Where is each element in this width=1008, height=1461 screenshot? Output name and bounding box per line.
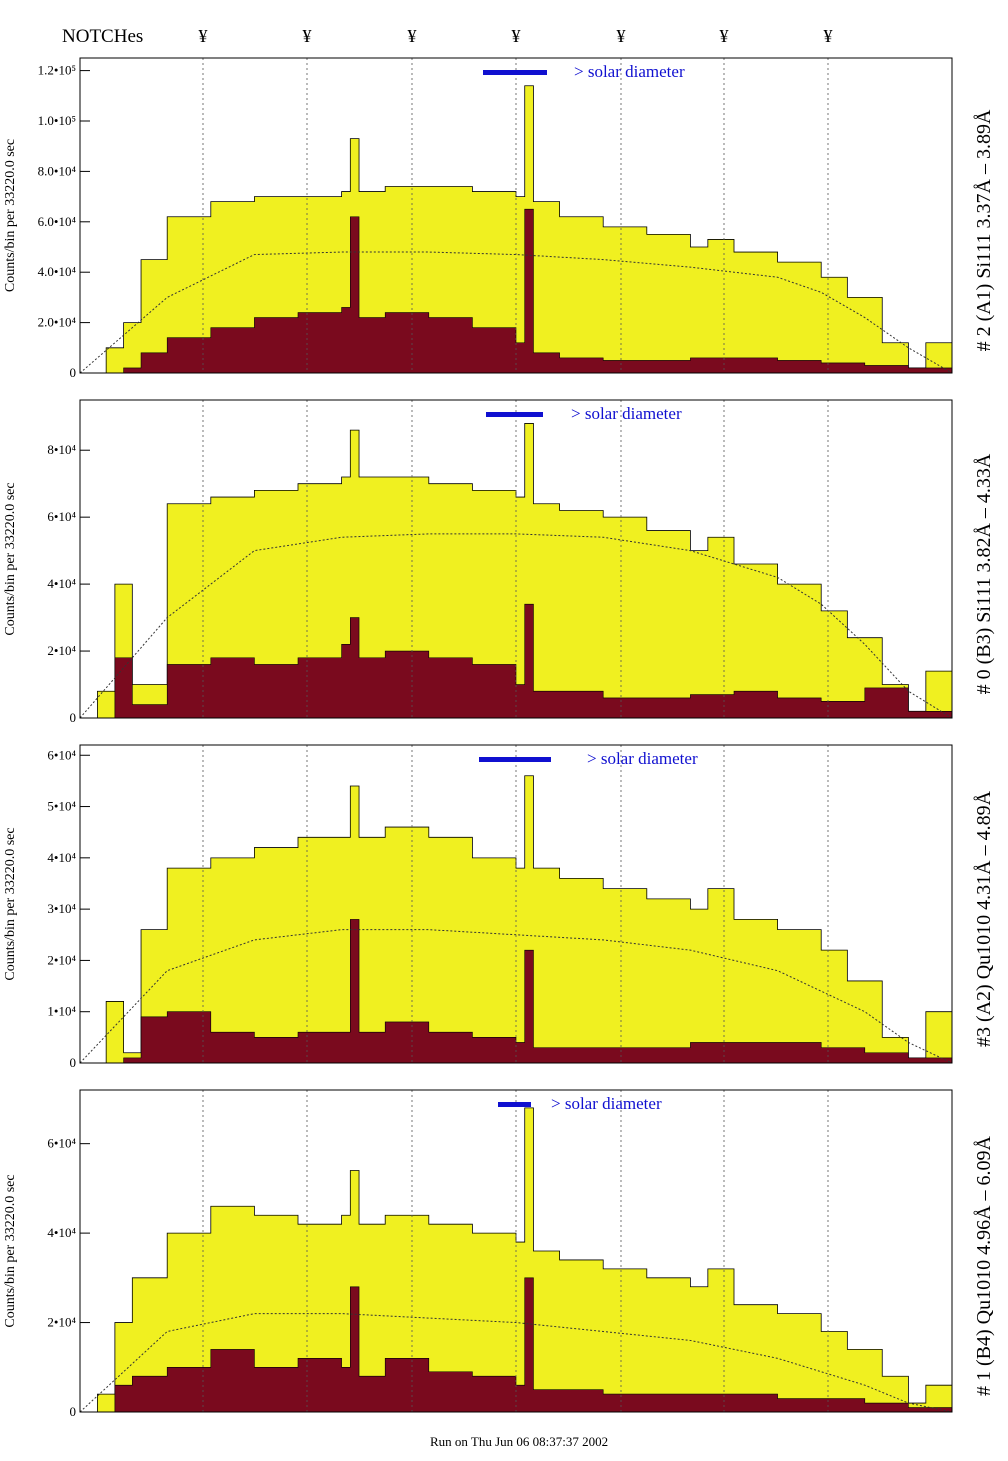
solar-diameter-label: > solar diameter	[587, 749, 698, 768]
solar-diameter-bar	[498, 1102, 531, 1107]
y-tick-label: 2•10⁴	[47, 952, 76, 967]
panel: 0 2•10⁴ 4•10⁴ 6•10⁴ Counts/bin per 33220.0 s…	[3, 1089, 995, 1419]
y-axis-label: Counts/bin per 33220.0 sec	[3, 139, 18, 292]
y-tick-label: 4•10⁴	[47, 850, 76, 865]
notch-symbol: ¥	[408, 26, 417, 46]
panel-label: # 0 (B3) Si111 3.82Å – 4.33Å	[973, 453, 995, 694]
y-tick-label: 8.0•10⁴	[38, 163, 77, 178]
total-spectrum-area	[80, 1107, 953, 1413]
notch-symbol: ¥	[199, 26, 208, 46]
panel: 0 2.0•10⁴ 4.0•10⁴ 6.0•10⁴ 8.0•10⁴ 1.0•10⁵ 1.2•…	[3, 57, 995, 380]
solar-diameter-bar	[486, 412, 543, 417]
plot-frame	[79, 1089, 953, 1413]
counts-spectrum-area	[80, 919, 953, 1064]
model-curve	[79, 1313, 953, 1413]
y-tick-label: 3•10⁴	[47, 901, 76, 916]
counts-spectrum-area	[80, 1277, 953, 1413]
y-tick-label: 8•10⁴	[47, 442, 76, 457]
notch-symbol: ¥	[617, 26, 626, 46]
y-tick-label: 6•10⁴	[47, 1136, 76, 1151]
counts-spectrum-area	[80, 603, 953, 719]
solar-diameter-label: > solar diameter	[574, 62, 685, 81]
run-timestamp: Run on Thu Jun 06 08:37:37 2002	[430, 1434, 608, 1449]
y-tick-label: 2.0•10⁴	[38, 315, 77, 330]
y-axis-label: Counts/bin per 33220.0 sec	[3, 827, 18, 980]
panel-label: #3 (A2) Qu1010 4.31Å – 4.89Å	[973, 790, 995, 1047]
y-tick-label: 4•10⁴	[47, 576, 76, 591]
y-tick-label: 0	[70, 1404, 77, 1419]
solar-diameter-label: > solar diameter	[571, 404, 682, 423]
notch-symbol: ¥	[720, 26, 729, 46]
total-spectrum-area	[80, 775, 953, 1064]
y-tick-label: 1•10⁴	[47, 1004, 76, 1019]
y-tick-label: 6•10⁴	[47, 509, 76, 524]
y-tick-label: 0	[70, 1055, 77, 1070]
notch-symbol: ¥	[303, 26, 312, 46]
chart-panels: 0 2.0•10⁴ 4.0•10⁴ 6.0•10⁴ 8.0•10⁴ 1.0•10⁵ 1.2•…	[3, 57, 995, 1419]
y-tick-label: 6•10⁴	[47, 747, 76, 762]
notch-markers: ¥ ¥ ¥ ¥ ¥ ¥ ¥	[199, 26, 833, 46]
model-curve	[79, 251, 953, 374]
y-axis-label: Counts/bin per 33220.0 sec	[3, 482, 18, 635]
y-tick-label: 5•10⁴	[47, 799, 76, 814]
counts-spectrum-area	[80, 208, 953, 374]
panel: 0 2•10⁴ 4•10⁴ 6•10⁴ 8•10⁴ Counts/bin per 3322…	[3, 399, 995, 725]
notch-symbol: ¥	[824, 26, 833, 46]
y-tick-label: 4.0•10⁴	[38, 264, 77, 279]
notches-header: NOTCHes	[62, 26, 143, 47]
y-tick-label: 0	[70, 710, 77, 725]
y-tick-label: 0	[70, 365, 77, 380]
y-tick-label: 4•10⁴	[47, 1225, 76, 1240]
y-tick-label: 2•10⁴	[47, 1315, 76, 1330]
model-curve	[79, 533, 953, 719]
model-curve	[79, 929, 953, 1064]
y-tick-label: 1.2•10⁵	[38, 63, 76, 78]
solar-diameter-bar	[479, 757, 551, 762]
solar-diameter-label: > solar diameter	[551, 1094, 662, 1113]
plot-frame	[79, 57, 953, 374]
panel-label: # 1 (B4) Qu1010 4.96Å – 6.09Å	[973, 1135, 995, 1396]
y-tick-label: 2•10⁴	[47, 643, 76, 658]
y-axis-label: Counts/bin per 33220.0 sec	[3, 1174, 18, 1327]
plot-frame	[79, 744, 953, 1064]
notch-symbol: ¥	[512, 26, 521, 46]
y-tick-label: 1.0•10⁵	[38, 113, 76, 128]
y-tick-label: 6.0•10⁴	[38, 214, 77, 229]
panel: 0 1•10⁴ 2•10⁴ 3•10⁴ 4•10⁴ 5•10⁴ 6•10⁴ Counts/bi…	[3, 744, 995, 1070]
solar-diameter-bar	[483, 70, 547, 75]
plot-frame	[79, 399, 953, 719]
panel-label: # 2 (A1) Si111 3.37Å – 3.89Å	[973, 109, 995, 351]
